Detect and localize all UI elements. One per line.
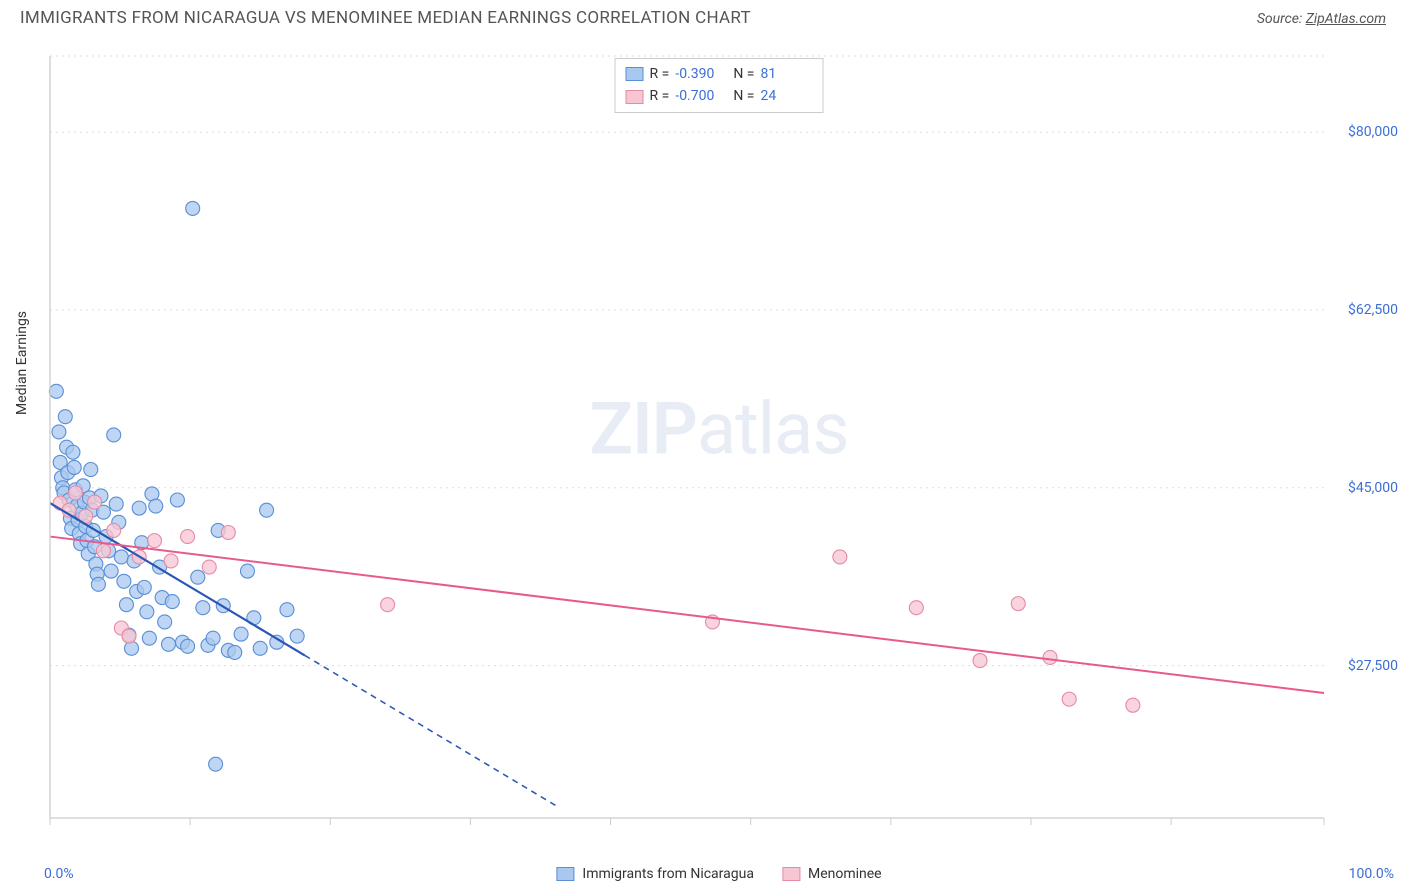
y-tick-label: $80,000 xyxy=(1348,124,1398,140)
header: IMMIGRANTS FROM NICARAGUA VS MENOMINEE M… xyxy=(0,0,1406,34)
plot-svg xyxy=(44,50,1394,840)
y-tick-label: $45,000 xyxy=(1348,480,1398,496)
stats-row-menominee: R = -0.700 N = 24 xyxy=(626,85,813,107)
source-link[interactable]: ZipAtlas.com xyxy=(1306,11,1386,27)
y-axis-label: Median Earnings xyxy=(14,311,30,415)
stats-legend: R = -0.390 N = 81 R = -0.700 N = 24 xyxy=(615,58,824,113)
stats-row-nicaragua: R = -0.390 N = 81 xyxy=(626,63,813,85)
legend-label: Menominee xyxy=(808,866,882,882)
y-tick-label: $62,500 xyxy=(1348,302,1398,318)
swatch-menominee-icon xyxy=(782,867,800,881)
swatch-nicaragua xyxy=(626,67,644,81)
x-min-label: 0.0% xyxy=(44,866,74,882)
swatch-menominee xyxy=(626,90,644,104)
series-legend: Immigrants from Nicaragua Menominee xyxy=(556,866,881,882)
source-credit: Source: ZipAtlas.com xyxy=(1257,11,1386,27)
legend-label: Immigrants from Nicaragua xyxy=(582,866,754,882)
y-tick-label: $27,500 xyxy=(1348,658,1398,674)
chart-title: IMMIGRANTS FROM NICARAGUA VS MENOMINEE M… xyxy=(20,8,751,28)
scatter-points xyxy=(49,201,1140,771)
x-max-label: 100.0% xyxy=(1349,866,1394,882)
legend-item-nicaragua: Immigrants from Nicaragua xyxy=(556,866,754,882)
correlation-chart: Median Earnings ZIPatlas R = -0.390 N = … xyxy=(44,50,1394,840)
legend-item-menominee: Menominee xyxy=(782,866,882,882)
swatch-nicaragua-icon xyxy=(556,867,574,881)
